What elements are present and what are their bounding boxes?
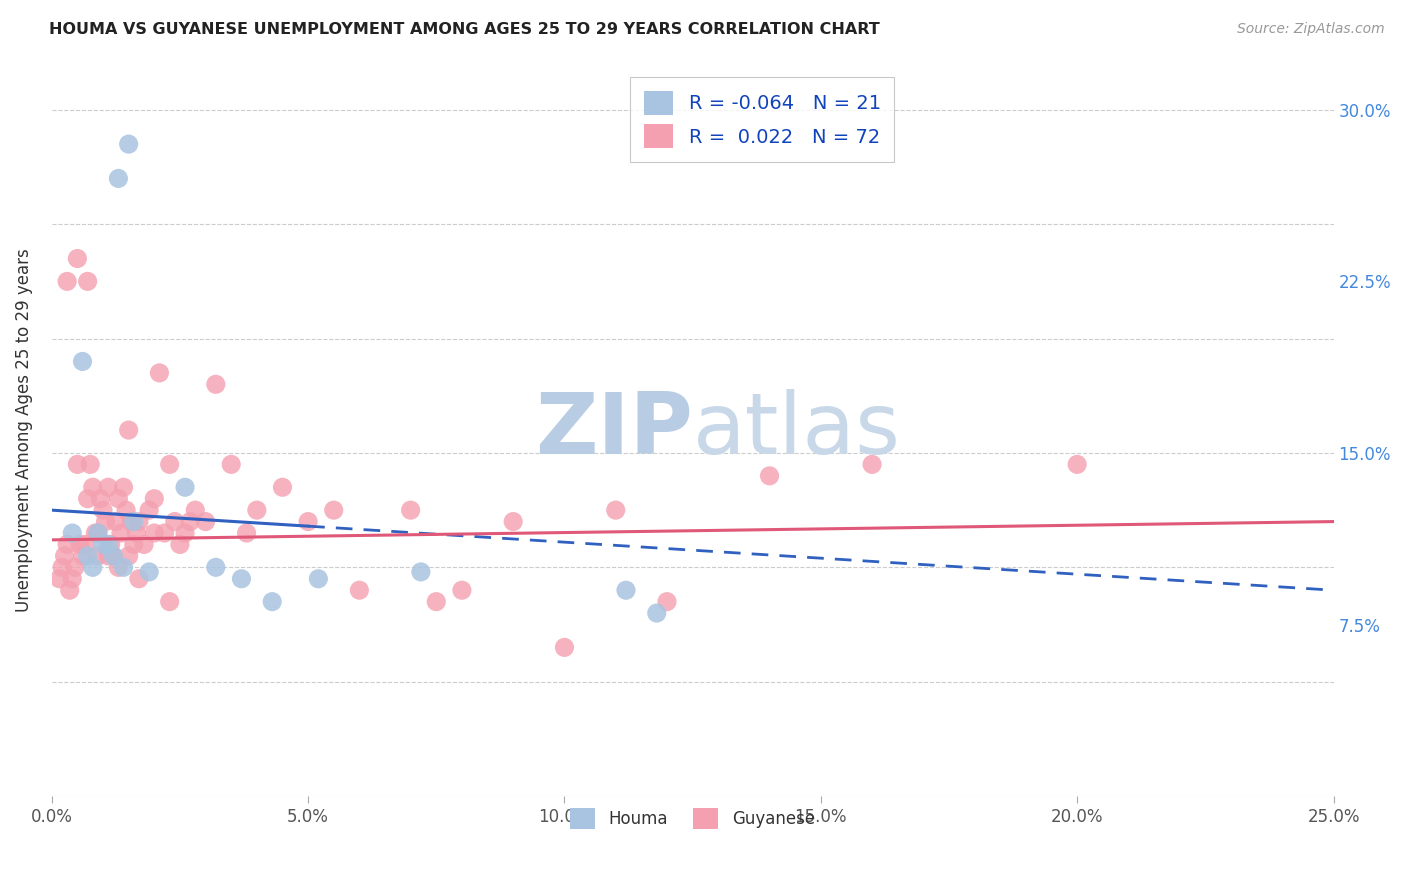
Point <box>103 549 125 563</box>
Point <box>91 503 114 517</box>
Point <box>614 583 637 598</box>
Point <box>82 480 104 494</box>
Point <box>148 366 170 380</box>
Point <box>87 549 110 563</box>
Point <box>122 537 145 551</box>
Point <box>100 537 122 551</box>
Point <box>97 537 120 551</box>
Point <box>219 458 242 472</box>
Point <box>87 526 110 541</box>
Point <box>63 560 86 574</box>
Point <box>91 537 114 551</box>
Point <box>112 560 135 574</box>
Point <box>153 526 176 541</box>
Point <box>94 515 117 529</box>
Point <box>138 565 160 579</box>
Point <box>307 572 329 586</box>
Point <box>84 526 107 541</box>
Point <box>138 503 160 517</box>
Point <box>143 526 166 541</box>
Point <box>120 515 142 529</box>
Point <box>553 640 575 655</box>
Point <box>103 549 125 563</box>
Point <box>97 549 120 563</box>
Point <box>104 515 127 529</box>
Point <box>122 515 145 529</box>
Point <box>56 537 79 551</box>
Point <box>860 458 883 472</box>
Point <box>128 572 150 586</box>
Point <box>322 503 344 517</box>
Point <box>60 526 83 541</box>
Text: ZIP: ZIP <box>534 389 693 472</box>
Point <box>179 515 201 529</box>
Point <box>107 491 129 506</box>
Point <box>194 515 217 529</box>
Point <box>76 491 98 506</box>
Point <box>107 171 129 186</box>
Point <box>174 480 197 494</box>
Point <box>59 583 82 598</box>
Point <box>118 549 141 563</box>
Point <box>204 377 226 392</box>
Point <box>118 423 141 437</box>
Point <box>107 560 129 574</box>
Point <box>53 549 76 563</box>
Point <box>76 549 98 563</box>
Point <box>246 503 269 517</box>
Point <box>409 565 432 579</box>
Point <box>231 572 253 586</box>
Point <box>60 572 83 586</box>
Legend: Houma, Guyanese: Houma, Guyanese <box>564 802 821 835</box>
Point <box>89 491 111 506</box>
Point <box>132 537 155 551</box>
Point <box>76 274 98 288</box>
Point <box>48 572 70 586</box>
Point <box>82 560 104 574</box>
Y-axis label: Unemployment Among Ages 25 to 29 years: Unemployment Among Ages 25 to 29 years <box>15 248 32 612</box>
Point <box>399 503 422 517</box>
Point <box>69 537 91 551</box>
Point <box>502 515 524 529</box>
Point <box>72 549 94 563</box>
Point <box>79 458 101 472</box>
Point <box>204 560 226 574</box>
Point <box>128 515 150 529</box>
Point <box>110 526 132 541</box>
Point <box>75 537 97 551</box>
Point <box>66 252 89 266</box>
Point <box>66 458 89 472</box>
Point <box>235 526 257 541</box>
Point <box>56 274 79 288</box>
Point <box>143 491 166 506</box>
Point <box>125 526 148 541</box>
Point <box>87 526 110 541</box>
Point <box>169 537 191 551</box>
Point <box>159 594 181 608</box>
Point <box>451 583 474 598</box>
Point <box>271 480 294 494</box>
Point <box>655 594 678 608</box>
Point <box>1066 458 1088 472</box>
Point <box>297 515 319 529</box>
Point <box>72 354 94 368</box>
Point <box>184 503 207 517</box>
Point <box>163 515 186 529</box>
Point <box>118 137 141 152</box>
Text: atlas: atlas <box>693 389 901 472</box>
Point <box>174 526 197 541</box>
Point <box>605 503 627 517</box>
Point <box>97 480 120 494</box>
Point <box>349 583 371 598</box>
Point <box>112 480 135 494</box>
Point <box>115 503 138 517</box>
Point <box>758 468 780 483</box>
Point <box>645 606 668 620</box>
Point <box>159 458 181 472</box>
Point <box>262 594 284 608</box>
Point <box>425 594 447 608</box>
Text: HOUMA VS GUYANESE UNEMPLOYMENT AMONG AGES 25 TO 29 YEARS CORRELATION CHART: HOUMA VS GUYANESE UNEMPLOYMENT AMONG AGE… <box>49 22 880 37</box>
Point <box>51 560 73 574</box>
Text: Source: ZipAtlas.com: Source: ZipAtlas.com <box>1237 22 1385 37</box>
